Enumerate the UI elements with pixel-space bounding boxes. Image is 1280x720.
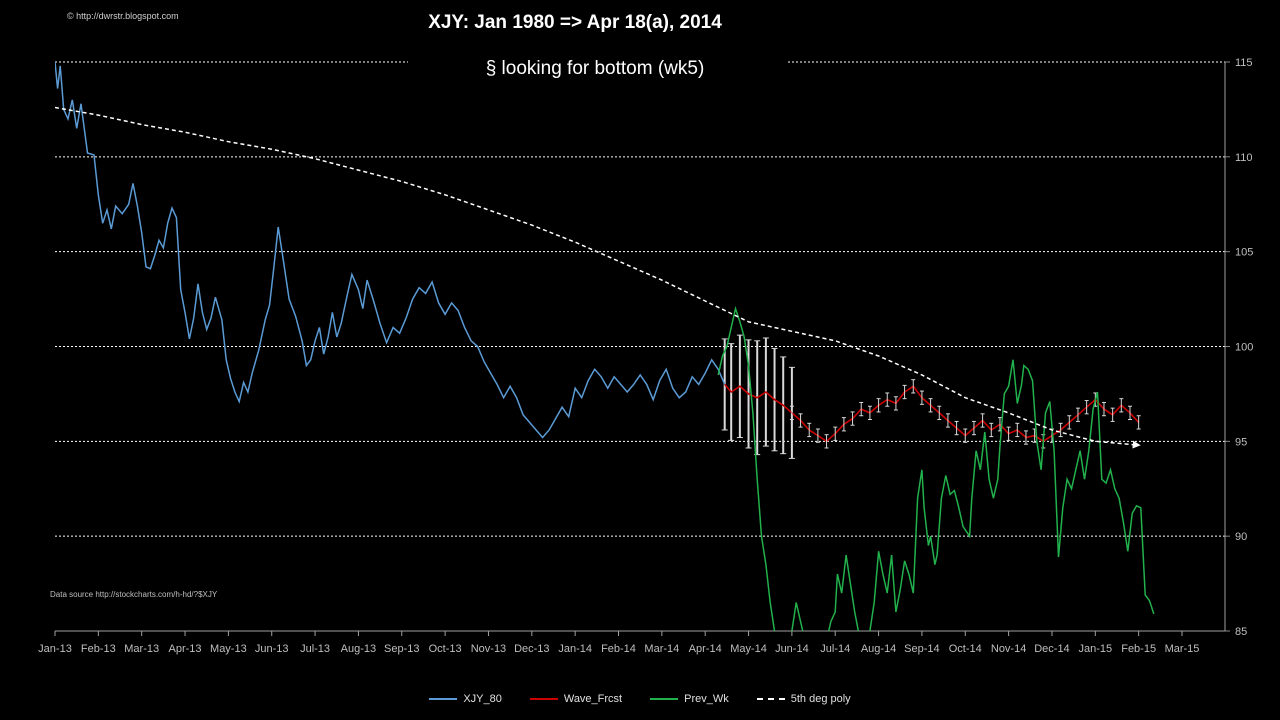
- x-tick-label: Dec-14: [1034, 643, 1069, 655]
- legend-swatch-prev: [650, 698, 679, 700]
- y-tick-label: 100: [1235, 342, 1253, 354]
- x-tick-label: Oct-13: [429, 643, 462, 655]
- x-tick-label: Oct-14: [949, 643, 982, 655]
- x-tick-label: Mar-14: [644, 643, 679, 655]
- x-tick-label: Jul-14: [820, 643, 850, 655]
- x-tick-label: Mar-15: [1165, 643, 1200, 655]
- x-tick-label: Jan-13: [38, 643, 72, 655]
- copyright-text: © http://dwrstr.blogspot.com: [67, 11, 179, 21]
- legend-swatch-wave: [529, 698, 558, 700]
- data-source-note: Data source http://stockcharts.com/h-hd/…: [50, 590, 218, 599]
- series-line-5th-deg-poly: [55, 106, 1141, 449]
- legend-swatch-poly: [756, 698, 785, 700]
- x-tick-label: Feb-14: [601, 643, 636, 655]
- x-tick-label: May-14: [730, 643, 767, 655]
- series-line-prev-wk: [717, 305, 1155, 631]
- x-tick-label: Nov-14: [991, 643, 1026, 655]
- chart-title: XJY: Jan 1980 => Apr 18(a), 2014: [428, 12, 722, 33]
- x-tick-label: Feb-13: [81, 643, 116, 655]
- x-tick-label: Feb-15: [1121, 643, 1156, 655]
- x-tick-label: Apr-13: [169, 643, 202, 655]
- legend-label-wave: Wave_Frcst: [563, 693, 623, 705]
- legend-swatch-xjy: [429, 698, 458, 700]
- y-tick-label: 85: [1235, 626, 1247, 638]
- plot-area: [55, 61, 1155, 631]
- series-line-wave-frcst: [724, 383, 1140, 443]
- y-tick-label: 90: [1235, 531, 1247, 543]
- legend-label-prev: Prev_Wk: [684, 693, 729, 705]
- x-tick-label: Jan-14: [558, 643, 592, 655]
- x-tick-label: Jun-14: [775, 643, 809, 655]
- x-tick-label: Sep-13: [384, 643, 419, 655]
- series-line-xjy-80: [55, 61, 726, 439]
- legend-item-prev: Prev_Wk: [650, 693, 729, 705]
- legend: XJY_80 Wave_Frcst Prev_Wk 5th deg poly: [0, 693, 1280, 705]
- legend-label-xjy: XJY_80: [463, 693, 502, 705]
- legend-item-wave: Wave_Frcst: [529, 693, 623, 705]
- x-tick-label: Jan-15: [1078, 643, 1112, 655]
- x-tick-label: Jul-13: [300, 643, 330, 655]
- x-tick-label: Aug-14: [861, 643, 896, 655]
- chart-subtitle: § looking for bottom (wk5): [485, 58, 705, 79]
- y-tick-label: 95: [1235, 436, 1247, 448]
- x-tick-label: Nov-13: [471, 643, 506, 655]
- legend-item-poly: 5th deg poly: [756, 693, 851, 705]
- x-tick-label: Sep-14: [904, 643, 939, 655]
- legend-label-poly: 5th deg poly: [790, 693, 851, 705]
- y-tick-label: 115: [1235, 57, 1253, 69]
- x-tick-label: May-13: [210, 643, 247, 655]
- x-tick-label: Apr-14: [689, 643, 722, 655]
- x-tick-label: Jun-13: [255, 643, 289, 655]
- legend-item-xjy: XJY_80: [429, 693, 502, 705]
- y-tick-label: 110: [1235, 152, 1253, 164]
- x-tick-label: Dec-13: [514, 643, 549, 655]
- x-tick-label: Aug-13: [341, 643, 376, 655]
- x-tick-label: Mar-13: [124, 643, 159, 655]
- y-tick-label: 105: [1235, 247, 1253, 259]
